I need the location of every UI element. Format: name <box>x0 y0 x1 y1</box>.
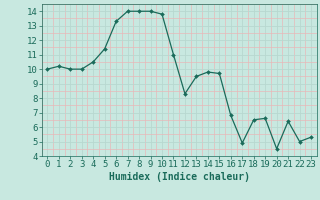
X-axis label: Humidex (Indice chaleur): Humidex (Indice chaleur) <box>109 172 250 182</box>
